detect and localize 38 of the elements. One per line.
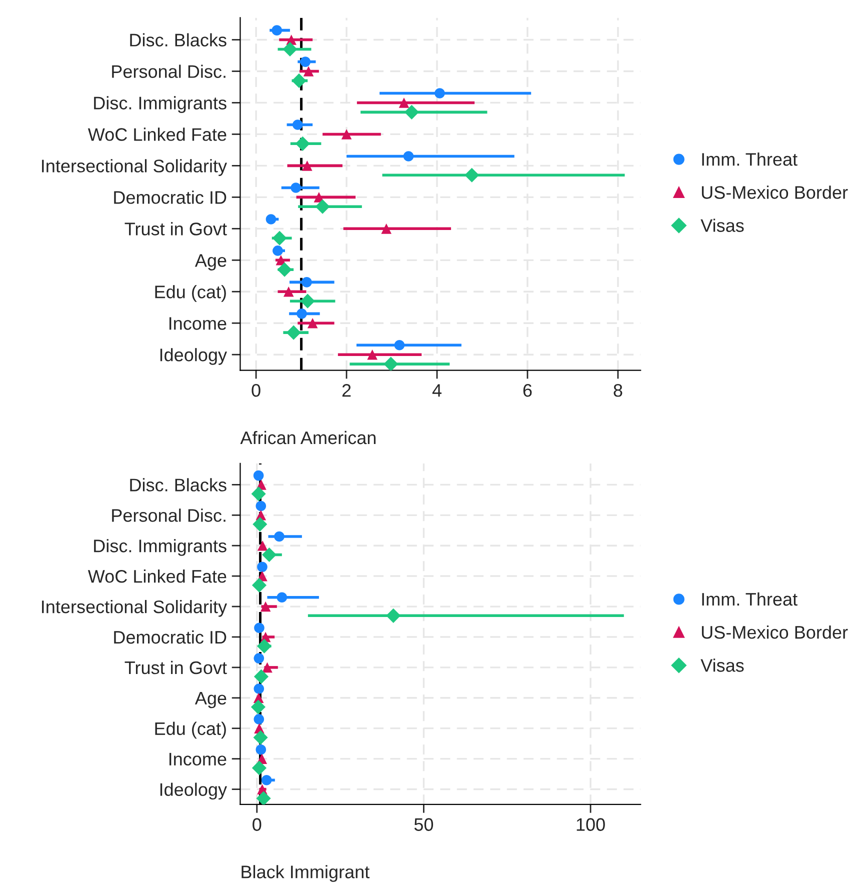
- y-tick-label: Disc. Blacks: [130, 478, 226, 492]
- y-tick-label: Edu (cat): [155, 722, 226, 739]
- x-axis-title: Black Immigrant: [242, 865, 370, 882]
- x-axis-title: African American: [240, 430, 376, 444]
- y-tick-label: Ideology: [160, 782, 227, 800]
- y-tick-label: WoC Linked Fate: [88, 570, 226, 583]
- legend-label: Imm. Threat: [702, 152, 798, 166]
- y-tick-label: Disc. Immigrants: [94, 539, 226, 556]
- x-tick-label: 2: [342, 384, 351, 397]
- legend-label: Imm. Threat: [702, 592, 798, 606]
- y-tick-label: Disc. Immigrants: [94, 96, 226, 114]
- y-tick-label: Age: [194, 692, 226, 708]
- x-tick-label: 6: [523, 384, 532, 397]
- y-tick-label: Intersectional Solidarity: [42, 600, 227, 617]
- y-tick-label: Age: [194, 254, 226, 270]
- y-tick-label: Income: [169, 317, 226, 330]
- x-tick-label: 0: [252, 818, 262, 831]
- y-tick-label: Democratic ID: [114, 190, 226, 204]
- legend-label: US-Mexico Border: [702, 626, 848, 639]
- y-tick-label: Personal Disc.: [112, 64, 226, 78]
- x-tick-label: 0: [252, 384, 260, 397]
- y-tick-label: Democratic ID: [114, 630, 226, 644]
- y-tick-label: WoC Linked Fate: [88, 128, 226, 141]
- x-tick-label: 8: [614, 384, 622, 397]
- y-tick-label: Trust in Govt: [124, 660, 227, 674]
- legend-label: Visas: [700, 658, 744, 672]
- legend-label: Visas: [700, 218, 744, 232]
- y-tick-label: Trust in Govt: [124, 222, 227, 236]
- y-tick-label: Ideology: [160, 348, 227, 365]
- y-tick-label: Personal Disc.: [112, 508, 226, 522]
- x-tick-label: 100: [576, 818, 605, 831]
- y-tick-label: Disc. Blacks: [130, 33, 226, 46]
- legend-label: US-Mexico Border: [702, 186, 848, 199]
- y-tick-label: Income: [169, 752, 226, 766]
- y-tick-label: Edu (cat): [155, 285, 226, 302]
- x-tick-label: 4: [432, 384, 442, 397]
- x-tick-label: 50: [414, 818, 434, 831]
- y-tick-label: Intersectional Solidarity: [42, 159, 227, 176]
